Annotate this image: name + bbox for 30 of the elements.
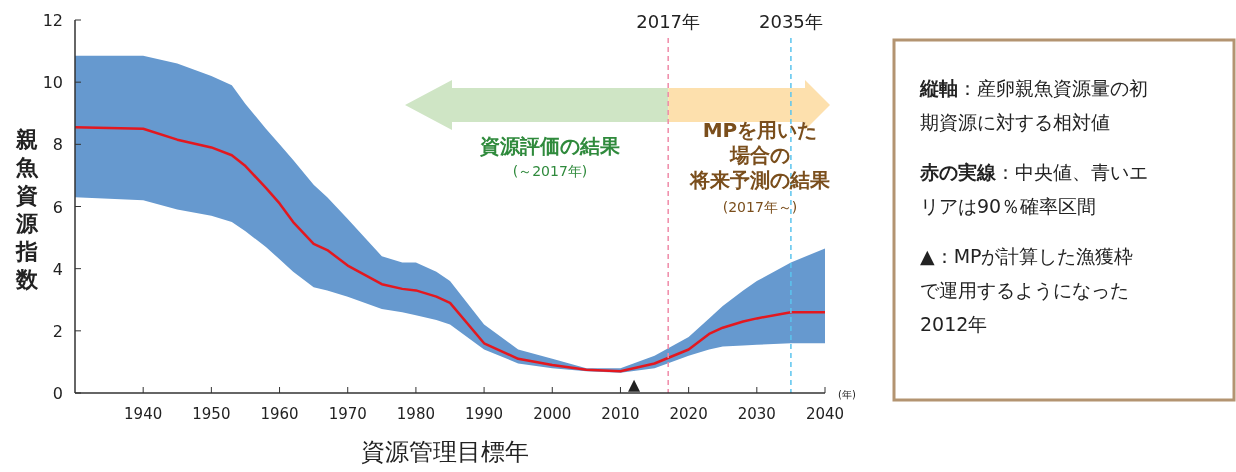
x-tick-label: 2030 [737,405,776,423]
y-tick-label: 0 [52,384,63,403]
x-tick-label: 1950 [192,405,231,423]
ref-line-label: 2035年 [759,11,823,32]
x-axis-title: 資源管理目標年 [361,438,529,466]
x-tick-label: 2020 [669,405,708,423]
x-tick-label: 1990 [465,405,504,423]
x-tick-label: 2000 [533,405,572,423]
y-axis-title: 親魚資源指数 [15,127,39,292]
annotation: (～2017年) [512,163,588,179]
x-tick-label: 1960 [260,405,299,423]
y-tick-label: 12 [42,11,63,30]
text: ▲：MPが計算した漁獲枠で運用するようになった2012年 [920,245,1134,335]
y-tick-label: 6 [52,197,63,217]
annotation: MPを用いた場合の将来予測の結果 [689,118,831,192]
y-tick-label: 8 [52,135,63,155]
x-tick-label: 1970 [328,405,367,423]
text: (年) [838,389,856,400]
annotation: 資源評価の結果 [479,134,621,158]
ref-line-label: 2017年 [636,11,701,32]
annotation: (2017年～) [722,199,798,215]
x-tick-label: 2010 [601,405,640,423]
x-tick-label: 1940 [124,405,163,423]
text: 赤の実線：中央値、青いエリアは90％確率区間 [919,161,1148,217]
y-tick-label: 2 [52,321,63,341]
y-tick-label: 4 [52,259,63,279]
y-tick-label: 10 [42,73,63,93]
text: 縦軸：産卵親魚資源量の初期資源に対する相対値 [919,77,1148,133]
x-tick-label: 1980 [396,405,435,423]
x-tick-label: 2040 [805,405,845,423]
